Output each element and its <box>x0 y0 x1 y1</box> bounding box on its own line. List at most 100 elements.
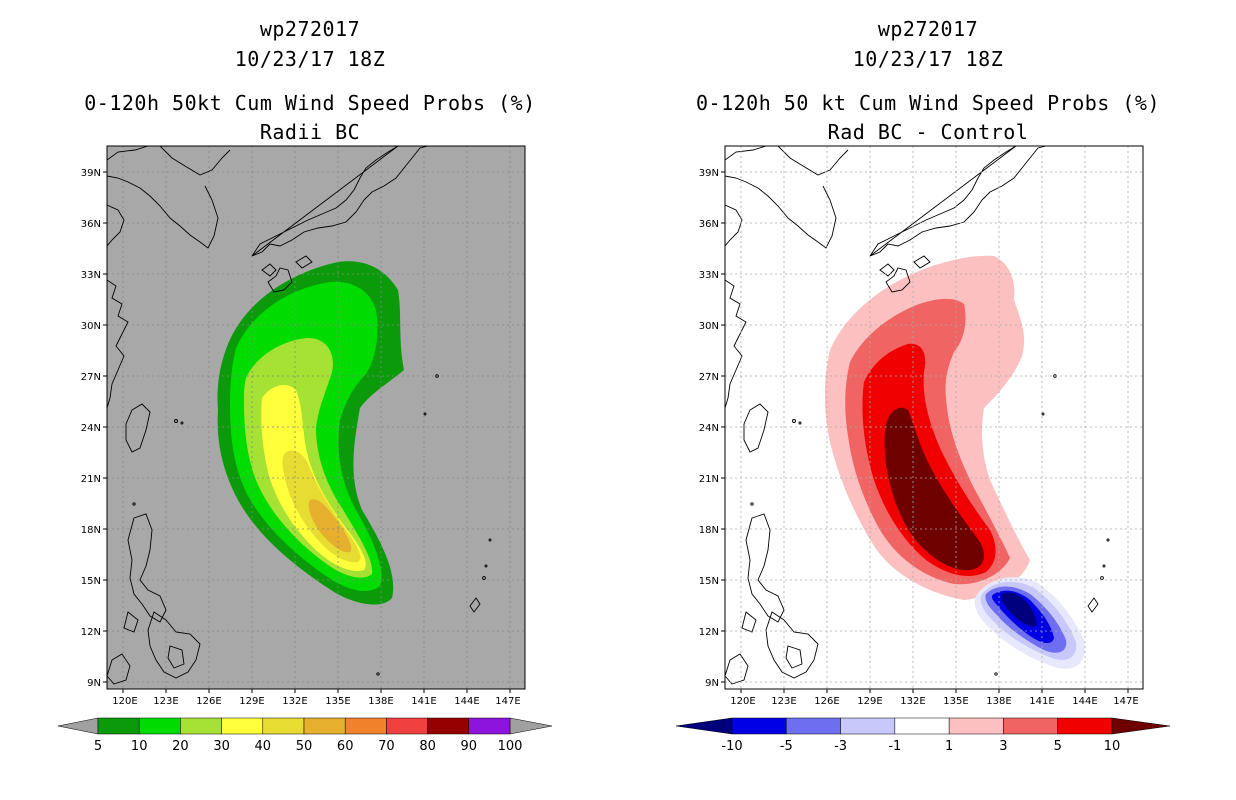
lat-label: 30N <box>699 321 719 332</box>
lat-label: 39N <box>699 168 719 179</box>
left-gridlines <box>107 146 525 689</box>
lat-label: 39N <box>81 168 101 179</box>
left-colorbar-swatch <box>221 717 264 735</box>
lon-label: 141E <box>411 696 436 707</box>
lat-label: 18N <box>81 525 101 536</box>
right-colorbar-label: -1 <box>888 739 901 754</box>
right-colorbar-label: 3 <box>999 739 1007 754</box>
right-lon-axis: 120E 123E 126E 129E 132E 135E 138E 141E … <box>730 689 1139 707</box>
lon-label: 120E <box>112 696 137 707</box>
left-title-date: 10/23/17 18Z <box>234 47 386 71</box>
left-colorbar-swatch <box>344 717 387 735</box>
left-colorbar-swatch <box>303 717 346 735</box>
lon-label: 138E <box>986 696 1011 707</box>
left-lon-axis: 120E 123E 126E 129E 132E 135E 138E 141E … <box>112 689 521 707</box>
lon-label: 132E <box>900 696 925 707</box>
colorbar-end-left <box>675 717 733 735</box>
left-colorbar-swatch <box>386 717 428 735</box>
right-title-subtitle: Rad BC - Control <box>827 120 1029 144</box>
lon-label: 135E <box>943 696 968 707</box>
lat-label: 21N <box>699 474 719 485</box>
right-colorbar-label: -10 <box>721 739 742 754</box>
diff-pos-10 <box>884 407 985 571</box>
lon-label: 147E <box>1113 696 1138 707</box>
left-map: 120E 123E 126E 129E 132E 135E 138E 141E … <box>57 145 553 754</box>
lon-label: 132E <box>282 696 307 707</box>
left-colorbar-label: 20 <box>172 739 189 754</box>
lat-label: 15N <box>699 576 719 587</box>
left-lat-axis: 39N 36N 33N 30N 27N 24N 21N 18N 15N 12N … <box>81 168 107 689</box>
right-colorbar: -10 -5 -3 -1 1 3 5 10 <box>675 717 1171 754</box>
lon-label: 123E <box>771 696 796 707</box>
left-colorbar-label: 5 <box>94 739 102 754</box>
lon-label: 144E <box>454 696 479 707</box>
lon-label: 123E <box>153 696 178 707</box>
lon-label: 126E <box>196 696 221 707</box>
lon-label: 147E <box>495 696 520 707</box>
lat-label: 24N <box>81 423 101 434</box>
lat-label: 27N <box>699 372 719 383</box>
left-colorbar-label: 60 <box>337 739 354 754</box>
right-colorbar-swatch <box>948 717 1004 735</box>
right-colorbar-label: 5 <box>1054 739 1062 754</box>
left-colorbar-swatch <box>262 717 305 735</box>
left-colorbar-label: 80 <box>419 739 436 754</box>
left-title-storm: wp272017 <box>259 17 361 41</box>
lon-label: 141E <box>1029 696 1054 707</box>
lon-label: 120E <box>730 696 755 707</box>
lat-label: 21N <box>81 474 101 485</box>
lat-label: 36N <box>81 219 101 230</box>
lon-label: 129E <box>239 696 264 707</box>
left-colorbar-swatch <box>427 717 470 735</box>
left-colorbar-swatch <box>180 717 222 735</box>
right-lat-axis: 39N 36N 33N 30N 27N 24N 21N 18N 15N 12N … <box>699 168 725 689</box>
left-colorbar-label: 30 <box>213 739 230 754</box>
lat-label: 9N <box>87 678 101 689</box>
lon-label: 144E <box>1072 696 1097 707</box>
right-title-date: 10/23/17 18Z <box>852 47 1004 71</box>
left-colorbar-swatch <box>138 717 181 735</box>
lat-label: 33N <box>699 270 719 281</box>
right-title-product: 0-120h 50 kt Cum Wind Speed Probs (%) <box>695 91 1161 115</box>
right-colorbar-swatch <box>894 717 950 735</box>
right-colorbar-label: -5 <box>780 739 793 754</box>
left-colorbar-label: 40 <box>255 739 272 754</box>
left-colorbar-label: 50 <box>296 739 313 754</box>
lat-label: 9N <box>705 678 719 689</box>
right-colorbar-label: 1 <box>945 739 953 754</box>
right-colorbar-label: -3 <box>834 739 847 754</box>
left-colorbar: 5 10 20 30 40 50 60 70 80 90 100 <box>57 717 553 754</box>
right-colorbar-label: 10 <box>1104 739 1121 754</box>
left-colorbar-label: 100 <box>498 739 523 754</box>
lon-label: 129E <box>857 696 882 707</box>
right-colorbar-swatch <box>840 717 896 735</box>
left-colorbar-label: 10 <box>131 739 148 754</box>
diff-neg-min <box>1001 592 1037 627</box>
right-map: 120E 123E 126E 129E 132E 135E 138E 141E … <box>675 145 1171 754</box>
colorbar-end-right <box>509 717 553 735</box>
lon-label: 135E <box>325 696 350 707</box>
right-colorbar-swatch <box>1003 717 1058 735</box>
lat-label: 36N <box>699 219 719 230</box>
left-colorbar-label: 70 <box>378 739 395 754</box>
lon-label: 126E <box>814 696 839 707</box>
right-colorbar-swatch <box>786 717 841 735</box>
colorbar-end-right <box>1111 717 1171 735</box>
lat-label: 30N <box>81 321 101 332</box>
left-title-subtitle: Radii BC <box>259 120 361 144</box>
lon-label: 138E <box>368 696 393 707</box>
right-colorbar-swatch <box>731 717 787 735</box>
lat-label: 12N <box>81 627 101 638</box>
right-colorbar-swatch <box>1057 717 1113 735</box>
lat-label: 18N <box>699 525 719 536</box>
right-gridlines <box>725 146 1143 689</box>
left-colorbar-label: 90 <box>461 739 478 754</box>
prob-50 <box>308 499 352 553</box>
left-colorbar-swatch <box>468 717 511 735</box>
colorbar-end-left <box>57 717 99 735</box>
left-colorbar-swatch <box>97 717 140 735</box>
left-title-product: 0-120h 50kt Cum Wind Speed Probs (%) <box>84 91 536 115</box>
lat-label: 12N <box>699 627 719 638</box>
lat-label: 33N <box>81 270 101 281</box>
right-title-storm: wp272017 <box>877 17 979 41</box>
